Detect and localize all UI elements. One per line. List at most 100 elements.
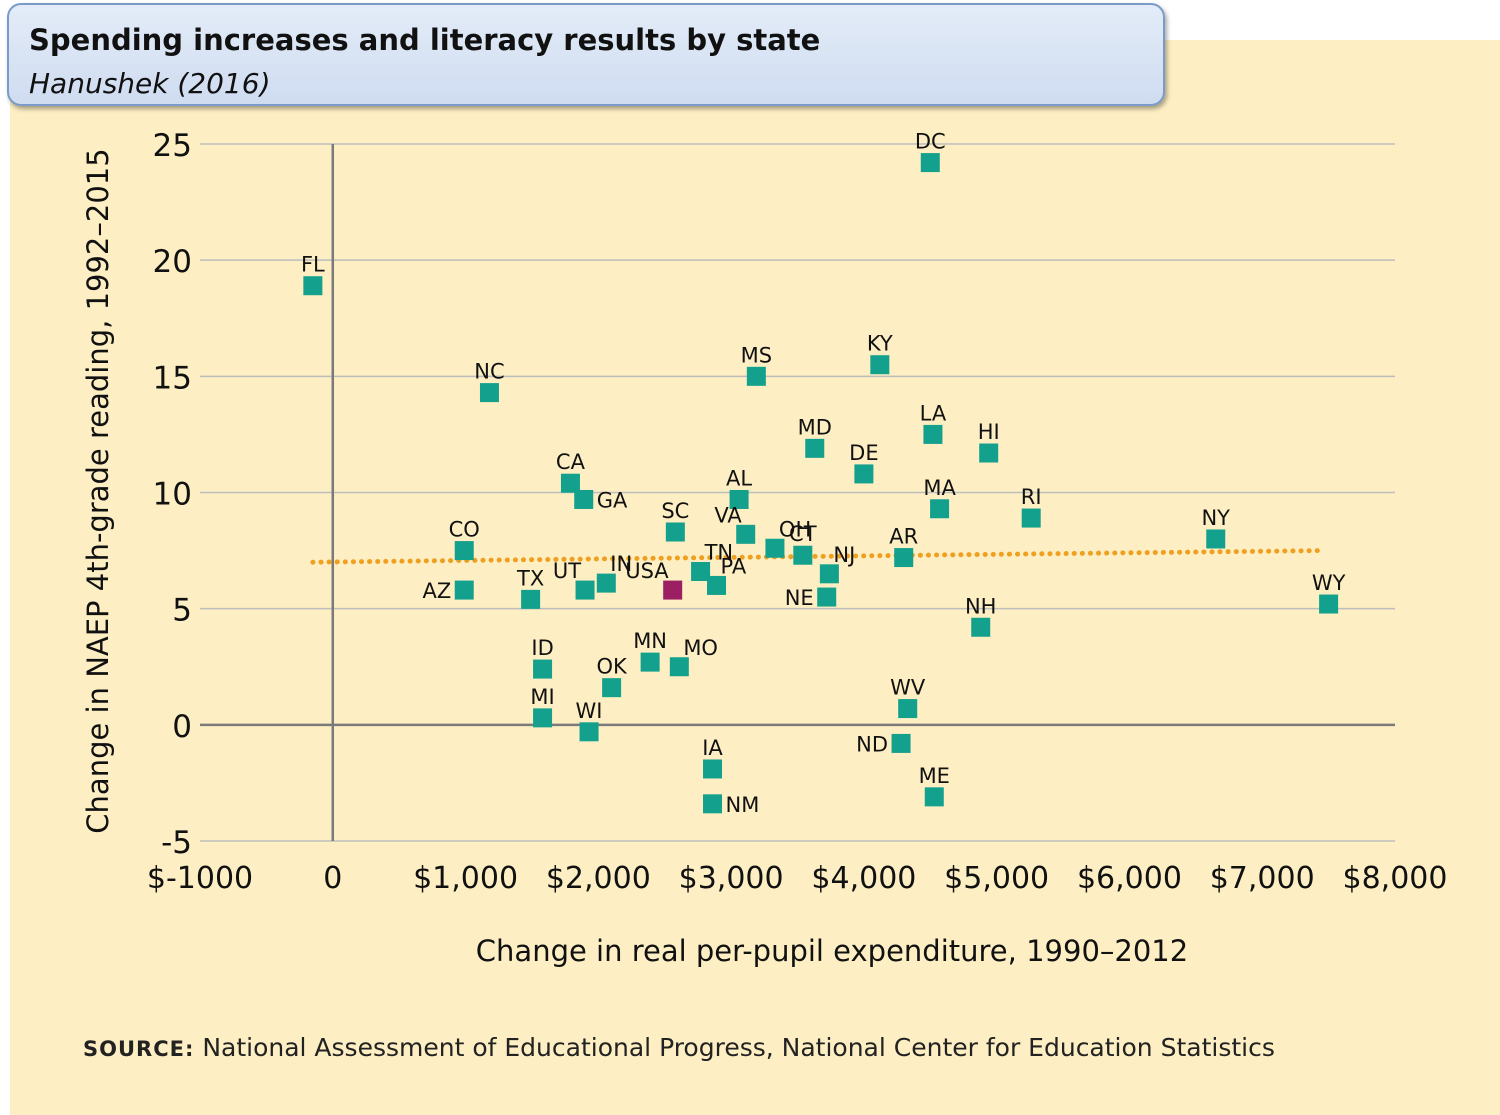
point-nj xyxy=(819,564,839,584)
point-label-al: AL xyxy=(726,466,752,490)
point-nc xyxy=(479,383,499,403)
point-label-ga: GA xyxy=(597,488,628,512)
point-mi xyxy=(533,708,553,728)
point-nh xyxy=(971,617,991,637)
point-wy xyxy=(1319,594,1339,614)
point-dc xyxy=(920,153,940,173)
point-label-oh: OH xyxy=(779,517,811,541)
point-sc xyxy=(665,522,685,542)
y-tick-label: 0 xyxy=(172,709,192,745)
x-tick-label: 0 xyxy=(323,861,342,896)
axes: -5 0 5 10 15 20 25 $-1000 0 $1,000 $2,000 $3,000 $4,… xyxy=(147,128,1448,896)
point-label-fl: FL xyxy=(301,253,325,277)
point-az xyxy=(454,580,474,600)
point-al xyxy=(729,489,749,509)
point-label-usa: USA xyxy=(625,559,669,583)
chart-title: Spending increases and literacy results … xyxy=(29,23,821,57)
point-label-tx: TX xyxy=(516,566,544,590)
point-ne xyxy=(817,587,837,607)
point-oh xyxy=(765,538,785,558)
point-label-ky: KY xyxy=(867,332,893,356)
x-tick-label: $4,000 xyxy=(811,861,916,896)
point-label-md: MD xyxy=(798,415,832,439)
point-label-wy: WY xyxy=(1312,571,1346,595)
grid-lines xyxy=(200,143,1395,842)
point-label-pa: PA xyxy=(721,554,747,578)
point-label-nm: NM xyxy=(726,793,760,817)
point-wi xyxy=(579,722,599,742)
point-de xyxy=(854,464,874,484)
point-label-sc: SC xyxy=(661,499,689,523)
point-label-nd: ND xyxy=(856,732,888,756)
point-ia xyxy=(703,759,723,779)
y-tick-label: 5 xyxy=(172,593,192,629)
y-axis-label: Change in NAEP 4th-grade reading, 1992–2… xyxy=(81,148,115,833)
point-ut xyxy=(575,580,595,600)
source-text: National Assessment of Educational Progr… xyxy=(202,1033,1275,1062)
y-tick-label: 10 xyxy=(153,477,192,513)
point-mn xyxy=(640,652,660,672)
point-mo xyxy=(669,657,689,677)
x-tick-label: $8,000 xyxy=(1343,861,1448,896)
point-nd xyxy=(891,733,911,753)
point-label-mi: MI xyxy=(530,685,554,709)
point-label-nj: NJ xyxy=(833,543,855,567)
x-tick-label: $2,000 xyxy=(546,861,651,896)
point-label-de: DE xyxy=(849,441,878,465)
point-tx xyxy=(521,589,541,609)
point-label-in: IN xyxy=(610,552,632,576)
y-tick-label: -5 xyxy=(161,825,192,861)
point-ok xyxy=(602,678,622,698)
point-la xyxy=(923,424,943,444)
point-md xyxy=(805,438,825,458)
point-label-ok: OK xyxy=(596,655,628,679)
point-label-wv: WV xyxy=(890,676,926,700)
point-ar xyxy=(894,548,914,568)
point-label-ia: IA xyxy=(702,736,723,760)
point-label-ma: MA xyxy=(923,476,956,500)
point-ct xyxy=(793,545,813,565)
point-label-tn: TN xyxy=(704,540,734,564)
chart-background xyxy=(10,40,1500,1115)
y-tick-label: 25 xyxy=(153,128,192,164)
point-pa xyxy=(707,575,727,595)
data-points xyxy=(303,153,1339,814)
point-label-wi: WI xyxy=(576,699,603,723)
point-label-me: ME xyxy=(919,764,950,788)
trend-line xyxy=(310,548,1325,565)
point-me xyxy=(924,787,944,807)
point-ky xyxy=(870,355,890,375)
point-label-ar: AR xyxy=(889,525,918,549)
x-tick-label: $7,000 xyxy=(1210,861,1315,896)
point-fl xyxy=(303,276,323,296)
point-hi xyxy=(979,443,999,463)
trend-line-group xyxy=(310,548,1325,565)
point-ma xyxy=(930,499,950,519)
title-box: Spending increases and literacy results … xyxy=(7,3,1165,106)
point-label-ny: NY xyxy=(1201,506,1230,530)
x-tick-label: $3,000 xyxy=(679,861,784,896)
point-label-mn: MN xyxy=(633,629,667,653)
point-label-hi: HI xyxy=(978,420,1000,444)
point-label-nc: NC xyxy=(474,360,504,384)
point-in xyxy=(596,573,616,593)
point-label-id: ID xyxy=(531,636,553,660)
x-tick-label: $-1000 xyxy=(147,861,253,896)
point-ms xyxy=(746,366,766,386)
point-id xyxy=(533,659,553,679)
point-label-az: AZ xyxy=(422,579,451,603)
point-usa xyxy=(663,580,683,600)
x-tick-label: $1,000 xyxy=(413,861,518,896)
point-label-ri: RI xyxy=(1021,485,1042,509)
point-label-mo: MO xyxy=(683,636,718,660)
point-ny xyxy=(1206,529,1226,549)
point-label-va: VA xyxy=(714,503,742,527)
point-ca xyxy=(560,473,580,493)
point-label-ca: CA xyxy=(556,450,586,474)
point-label-ne: NE xyxy=(785,586,814,610)
point-wv xyxy=(898,699,918,719)
source-label: SOURCE: xyxy=(83,1037,195,1061)
point-label-dc: DC xyxy=(915,130,946,154)
point-ga xyxy=(574,489,594,509)
